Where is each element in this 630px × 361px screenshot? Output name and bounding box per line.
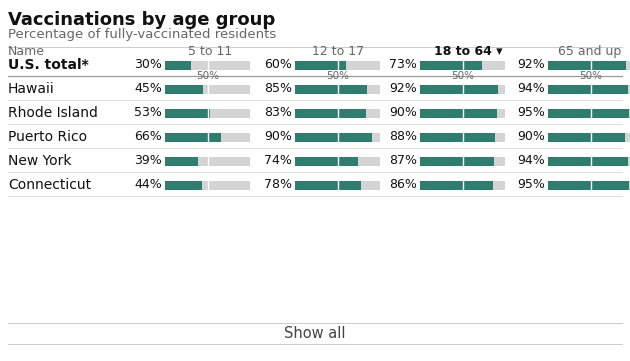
Text: 92%: 92% bbox=[389, 83, 417, 96]
Bar bbox=[165, 109, 250, 117]
Bar bbox=[420, 84, 498, 93]
Bar bbox=[295, 61, 380, 70]
Bar bbox=[548, 157, 628, 165]
Bar bbox=[420, 132, 505, 142]
Text: Hawaii: Hawaii bbox=[8, 82, 55, 96]
Text: 12 to 17: 12 to 17 bbox=[312, 45, 364, 58]
Bar bbox=[165, 180, 202, 190]
Text: 94%: 94% bbox=[517, 155, 545, 168]
Bar bbox=[420, 157, 494, 165]
Text: 60%: 60% bbox=[264, 58, 292, 71]
Text: 78%: 78% bbox=[264, 178, 292, 191]
Text: 95%: 95% bbox=[517, 106, 545, 119]
Bar bbox=[548, 84, 630, 93]
Bar bbox=[420, 157, 505, 165]
Text: 90%: 90% bbox=[517, 130, 545, 144]
Text: 65 and up: 65 and up bbox=[558, 45, 622, 58]
Bar bbox=[165, 84, 203, 93]
Bar bbox=[165, 132, 221, 142]
Text: 53%: 53% bbox=[134, 106, 162, 119]
Bar bbox=[295, 132, 380, 142]
Bar bbox=[165, 180, 250, 190]
Text: 30%: 30% bbox=[134, 58, 162, 71]
Text: Vaccinations by age group: Vaccinations by age group bbox=[8, 11, 275, 29]
Text: 95%: 95% bbox=[517, 178, 545, 191]
Text: 92%: 92% bbox=[517, 58, 545, 71]
Bar bbox=[420, 180, 493, 190]
Text: Rhode Island: Rhode Island bbox=[8, 106, 98, 120]
Bar bbox=[548, 132, 624, 142]
Text: Show all: Show all bbox=[284, 326, 346, 340]
Bar bbox=[548, 132, 630, 142]
Bar bbox=[548, 180, 629, 190]
Text: 88%: 88% bbox=[389, 130, 417, 144]
Text: 90%: 90% bbox=[264, 130, 292, 144]
Text: 90%: 90% bbox=[389, 106, 417, 119]
Bar bbox=[548, 84, 628, 93]
Bar bbox=[165, 109, 210, 117]
Bar bbox=[420, 61, 505, 70]
Text: U.S. total*: U.S. total* bbox=[8, 58, 89, 72]
Text: 39%: 39% bbox=[134, 155, 162, 168]
Bar bbox=[420, 132, 495, 142]
Bar bbox=[295, 109, 380, 117]
Text: 85%: 85% bbox=[264, 83, 292, 96]
Bar bbox=[295, 157, 358, 165]
Bar bbox=[548, 109, 630, 117]
Text: 50%: 50% bbox=[326, 71, 349, 81]
Bar bbox=[295, 157, 380, 165]
Text: 44%: 44% bbox=[134, 178, 162, 191]
Bar bbox=[420, 109, 496, 117]
Bar bbox=[420, 109, 505, 117]
Bar bbox=[295, 61, 346, 70]
Text: 66%: 66% bbox=[134, 130, 162, 144]
Bar bbox=[295, 109, 365, 117]
Bar bbox=[165, 157, 198, 165]
Bar bbox=[548, 61, 626, 70]
Bar bbox=[295, 180, 361, 190]
Bar bbox=[165, 157, 250, 165]
Bar bbox=[165, 61, 250, 70]
Bar bbox=[548, 61, 630, 70]
Text: Name: Name bbox=[8, 45, 45, 58]
Bar bbox=[420, 61, 482, 70]
Bar bbox=[295, 132, 372, 142]
Text: Puerto Rico: Puerto Rico bbox=[8, 130, 87, 144]
Bar bbox=[295, 180, 380, 190]
Text: 73%: 73% bbox=[389, 58, 417, 71]
Bar bbox=[548, 109, 629, 117]
Text: Connecticut: Connecticut bbox=[8, 178, 91, 192]
Text: 50%: 50% bbox=[451, 71, 474, 81]
Bar bbox=[548, 157, 630, 165]
Text: 18 to 64 ▾: 18 to 64 ▾ bbox=[433, 45, 502, 58]
Bar bbox=[420, 180, 505, 190]
Text: Percentage of fully-vaccinated residents: Percentage of fully-vaccinated residents bbox=[8, 28, 276, 41]
Text: 86%: 86% bbox=[389, 178, 417, 191]
Text: 50%: 50% bbox=[579, 71, 602, 81]
Text: 50%: 50% bbox=[196, 71, 219, 81]
Bar bbox=[548, 180, 630, 190]
Text: New York: New York bbox=[8, 154, 71, 168]
Text: 83%: 83% bbox=[264, 106, 292, 119]
Bar bbox=[165, 132, 250, 142]
Bar bbox=[165, 61, 190, 70]
Text: 5 to 11: 5 to 11 bbox=[188, 45, 232, 58]
Text: 45%: 45% bbox=[134, 83, 162, 96]
Bar bbox=[165, 84, 250, 93]
Text: 94%: 94% bbox=[517, 83, 545, 96]
Text: 74%: 74% bbox=[264, 155, 292, 168]
Bar bbox=[420, 84, 505, 93]
Bar bbox=[295, 84, 380, 93]
Text: 87%: 87% bbox=[389, 155, 417, 168]
Bar bbox=[295, 84, 367, 93]
